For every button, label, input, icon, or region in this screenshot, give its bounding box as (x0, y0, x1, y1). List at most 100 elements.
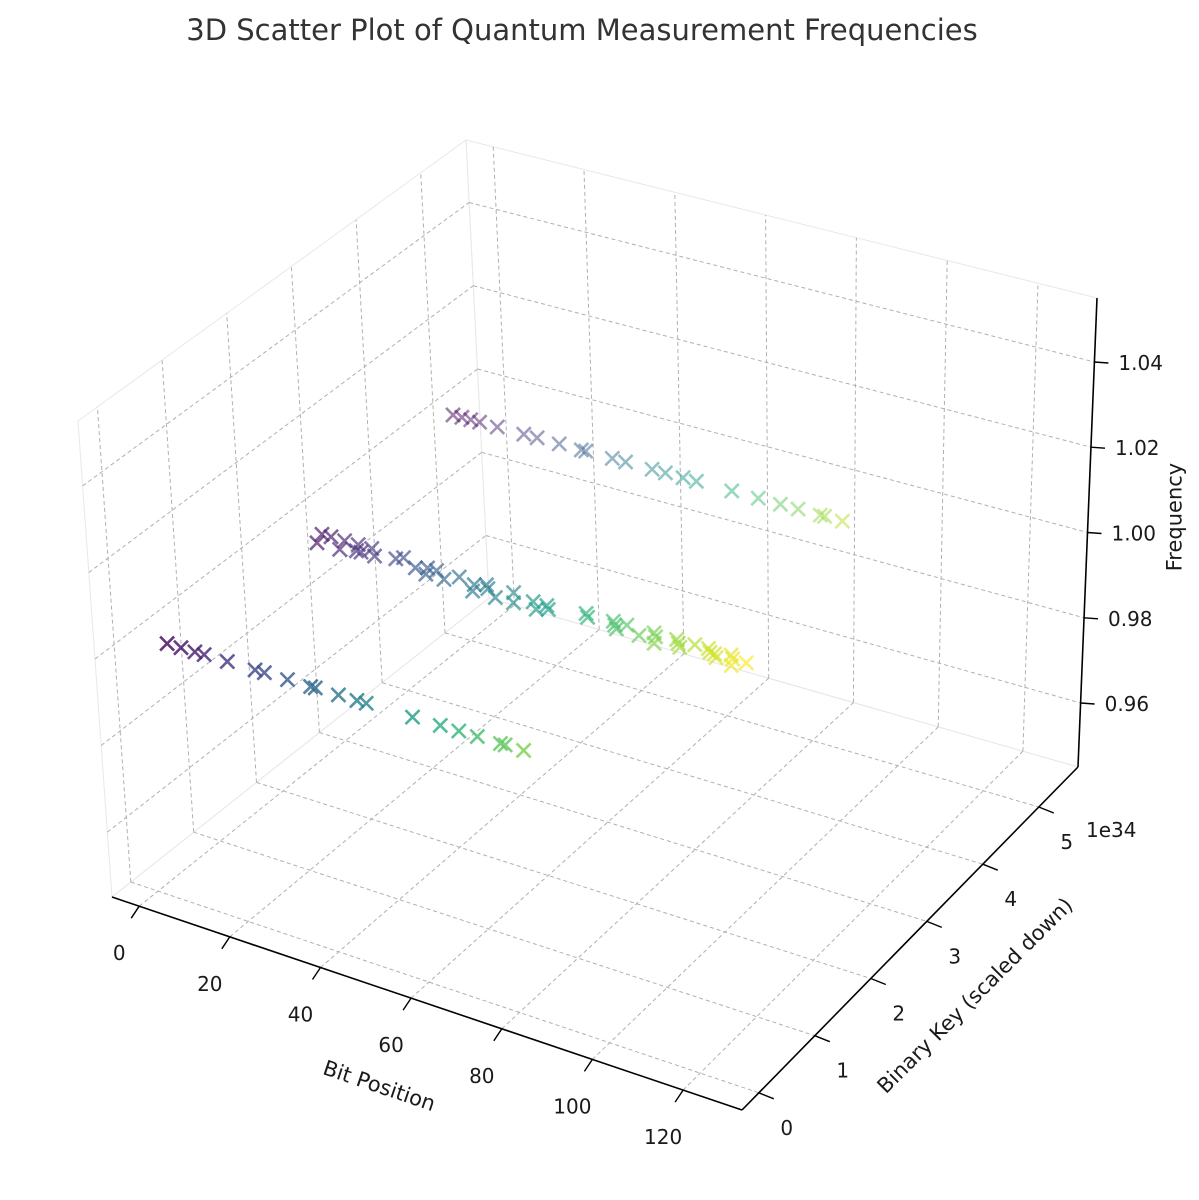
scatter-marker (173, 639, 189, 656)
x-tick-label: 80 (469, 1064, 494, 1088)
scatter-marker (366, 548, 383, 564)
scatter-marker (608, 621, 625, 637)
scatter-marker (551, 435, 568, 452)
scatter-marker (675, 469, 692, 486)
scatter-marker (349, 692, 365, 709)
gridline (161, 360, 195, 833)
scatter-marker (617, 454, 634, 470)
scatter-marker (417, 566, 434, 583)
scatter-marker (469, 728, 486, 745)
scatter-marker (307, 680, 324, 696)
scatter-marker (309, 534, 325, 551)
y-tick-label: 0 (780, 1116, 793, 1140)
scatter-marker (464, 583, 481, 599)
scatter-marker (314, 526, 330, 543)
z-tick-mark (1090, 446, 1106, 449)
scatter-marker (708, 649, 724, 666)
scatter-marker (670, 635, 687, 652)
scatter-marker (478, 576, 495, 593)
scatter-marker (573, 442, 590, 458)
scatter-marker (706, 645, 723, 662)
scatter-marker (331, 541, 348, 558)
y-tick-mark (814, 1035, 831, 1043)
scatter-marker (528, 601, 545, 618)
scatter-marker (302, 678, 319, 695)
scatter-marker (657, 464, 674, 481)
gridline (937, 260, 948, 727)
gridline (229, 629, 600, 938)
x-tick-label: 100 (553, 1094, 591, 1118)
x-tick-mark (311, 967, 322, 980)
gridline (682, 750, 1024, 1091)
scatter-marker (159, 635, 176, 652)
scatter-marker (646, 635, 663, 652)
z-tick-label: 1.00 (1112, 522, 1157, 546)
gridline (382, 682, 983, 865)
gridline (1022, 283, 1039, 752)
scatter-marker (540, 601, 557, 618)
x-tick-mark (221, 936, 231, 950)
scatter-marker (816, 508, 833, 525)
scatter-marker (723, 657, 740, 674)
chart-title: 3D Scatter Plot of Quantum Measurement F… (186, 13, 977, 47)
scatter-marker (578, 605, 595, 622)
x-axis-label: Bit Position (320, 1056, 438, 1116)
gridline (410, 677, 770, 999)
scatter-marker (497, 736, 514, 753)
scatter-marker (505, 594, 522, 611)
gridline (473, 285, 1092, 448)
y-axis-offset-text: 1e34 (1086, 818, 1136, 842)
scatter-marker (196, 646, 213, 663)
y-tick-mark (982, 863, 999, 871)
z-axis-label: Frequency (1163, 463, 1187, 572)
gridline (674, 192, 685, 654)
gridline (319, 732, 927, 922)
scatter-marker (688, 473, 705, 490)
z-tick-mark (1083, 617, 1099, 620)
gridline (107, 535, 487, 833)
scatter-marker (453, 409, 470, 426)
gridline (82, 202, 470, 487)
gridline (290, 266, 320, 733)
scatter-marker (256, 664, 273, 681)
scatter-marker (471, 414, 488, 431)
scatter-marker (671, 639, 688, 656)
scatter-marker (358, 695, 375, 712)
chart-axes: 0 20 40 60 80 100 120 0 1 2 3 4 5 0.96 0.98 1.00 1.02 1.0… (111, 297, 1163, 1149)
z-tick-label: 1.02 (1115, 436, 1160, 460)
gridline (256, 781, 871, 979)
scatter-marker (750, 490, 767, 507)
scatter-marker (451, 569, 468, 585)
y-tick-mark (1038, 806, 1055, 814)
gridline (226, 313, 257, 783)
scatter-marker (219, 653, 236, 670)
x-axis-line (111, 896, 743, 1111)
gridline (485, 535, 1081, 704)
y-axis-label: Binary Key (scaled down) (872, 893, 1077, 1098)
gridline (501, 702, 854, 1030)
scatter-marker (738, 654, 755, 671)
gridline (477, 368, 1088, 533)
z-tick-mark (1087, 531, 1102, 535)
gridline (481, 451, 1085, 619)
x-tick-mark (493, 1028, 503, 1042)
scatter-marker (812, 507, 829, 524)
gridline (320, 653, 685, 968)
scatter-marker (407, 559, 424, 576)
gridline (94, 368, 478, 660)
scatter-marker (353, 544, 369, 561)
y-tick-label: 3 (948, 944, 961, 968)
gridline (492, 146, 515, 606)
scatter-marker (330, 686, 347, 703)
x-tick-label: 60 (378, 1033, 403, 1057)
scatter-marker (492, 735, 509, 752)
scatter-marker (323, 528, 339, 545)
scatter-marker (436, 571, 452, 588)
scatter-marker (686, 636, 703, 653)
scatter-marker (644, 461, 661, 478)
scatter-marker (432, 717, 449, 734)
x-tick-mark (130, 905, 140, 919)
z-tick-label: 1.04 (1118, 351, 1163, 375)
scatter-marker (247, 661, 263, 678)
